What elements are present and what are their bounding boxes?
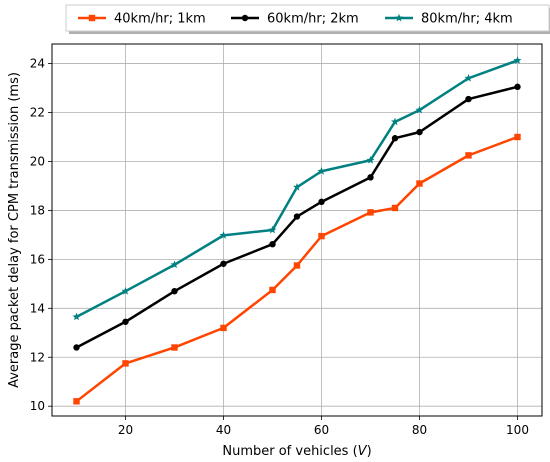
data-point: [464, 74, 473, 82]
data-point: [171, 344, 178, 351]
y-tick-label: 24: [30, 57, 45, 71]
data-point: [415, 105, 424, 114]
legend-swatch-marker: [88, 14, 96, 22]
series-line: [75, 59, 518, 318]
data-point: [220, 324, 227, 332]
data-point: [268, 225, 277, 234]
legend-entry-3: 80km/hr; 4km: [385, 12, 513, 27]
legend-entry-1: 40km/hr; 1km: [78, 12, 206, 27]
data-point: [366, 156, 375, 164]
data-point: [318, 232, 325, 240]
data-point: [514, 83, 521, 91]
data-point: [269, 240, 276, 248]
data-point: [171, 287, 178, 295]
series-group: [72, 56, 522, 405]
series-line: [75, 85, 518, 349]
data-point: [391, 135, 399, 142]
y-tick-label: 14: [30, 301, 45, 315]
legend-swatch-marker: [395, 13, 403, 22]
legend-entry-2: 60km/hr; 2km: [231, 12, 359, 27]
data-point: [367, 209, 374, 216]
data-point: [72, 312, 81, 321]
grid: [52, 44, 542, 416]
data-point: [465, 95, 472, 103]
data-point: [416, 128, 423, 136]
series-3: [72, 56, 522, 321]
y-tick-label: 16: [30, 252, 45, 266]
data-point: [73, 344, 80, 351]
y-tick-label: 20: [30, 154, 45, 168]
legend: 40km/hr; 1km 60km/hr; 2km 80km/hr; 4km: [65, 4, 550, 34]
plot-area-frame: [51, 43, 543, 417]
y-tick-label: 22: [30, 106, 45, 120]
data-point: [318, 198, 325, 206]
y-tick-label: 10: [30, 399, 45, 413]
data-point: [122, 360, 129, 367]
x-axis-label: Number of vehicles (V): [222, 444, 371, 459]
legend-label: 80km/hr; 4km: [421, 12, 513, 27]
data-point: [317, 167, 326, 175]
data-point: [391, 204, 399, 212]
data-point: [219, 231, 228, 239]
data-point: [170, 260, 179, 269]
data-point: [122, 318, 129, 325]
axis-ticks: 20 40 60 80 100 10 12 14 16 18 20 22 24: [30, 57, 529, 437]
x-tick-label: 20: [118, 423, 133, 437]
data-point: [465, 152, 472, 159]
data-point: [391, 117, 399, 126]
data-point: [513, 56, 522, 64]
data-point: [293, 182, 301, 191]
series-2: [73, 83, 521, 351]
data-point: [293, 262, 301, 269]
legend-box: [65, 4, 550, 32]
data-point: [367, 174, 374, 181]
x-tick-label: 80: [412, 423, 427, 437]
series-line: [75, 135, 518, 403]
legend-label: 40km/hr; 1km: [114, 12, 206, 27]
y-tick-label: 18: [30, 203, 45, 217]
data-point: [269, 286, 276, 294]
data-point: [293, 213, 301, 220]
data-point: [416, 180, 423, 187]
x-tick-label: 40: [216, 423, 231, 437]
data-point: [73, 398, 80, 405]
series-1: [73, 133, 521, 405]
y-tick-label: 12: [30, 350, 45, 364]
x-tick-label: 60: [314, 423, 329, 437]
data-point: [220, 260, 227, 267]
legend-swatch-marker: [241, 14, 249, 22]
data-point: [514, 133, 521, 141]
legend-label: 60km/hr; 2km: [267, 12, 359, 27]
data-point: [121, 286, 130, 295]
x-tick-label: 100: [506, 423, 529, 437]
y-axis-label: Average packet delay for CPM transmissio…: [7, 72, 22, 388]
